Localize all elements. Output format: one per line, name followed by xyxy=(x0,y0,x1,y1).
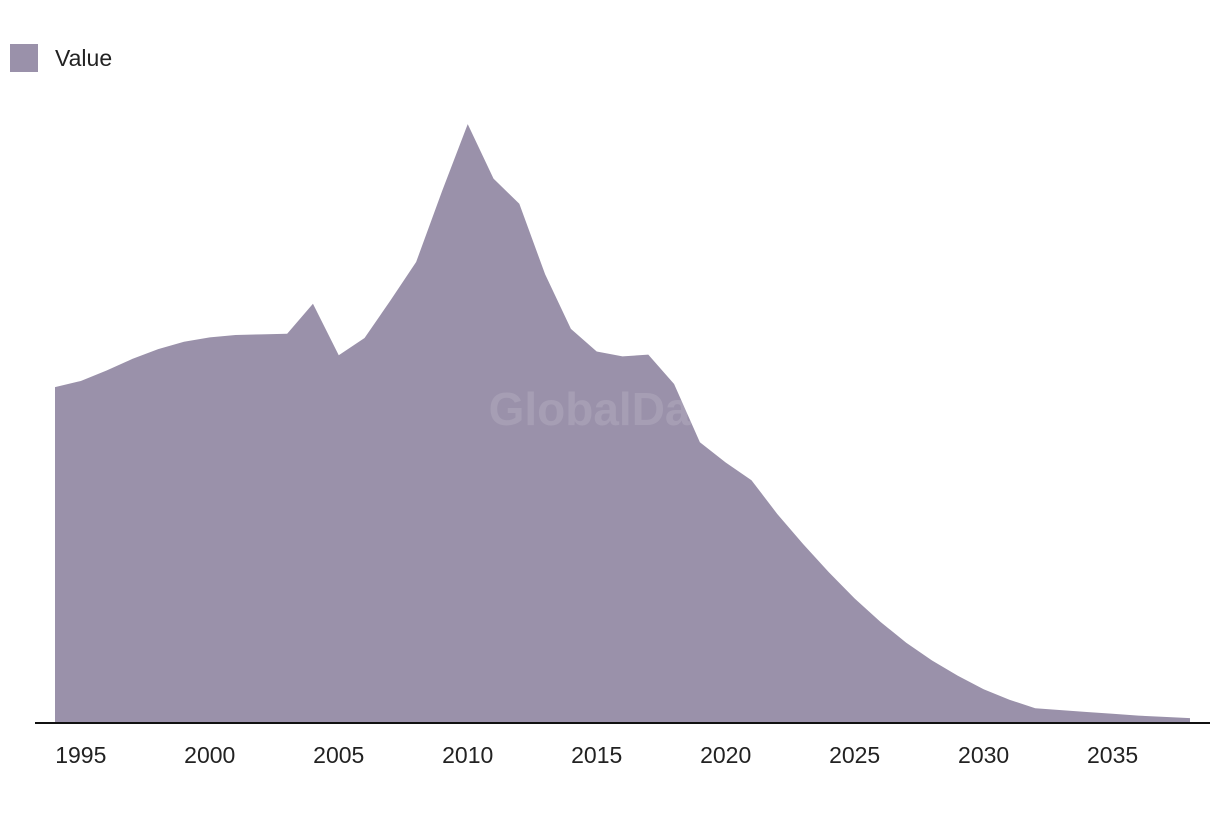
x-tick-label-2015: 2015 xyxy=(571,742,622,768)
x-tick-label-1995: 1995 xyxy=(55,742,106,768)
x-tick-label-2035: 2035 xyxy=(1087,742,1138,768)
x-tick-label-2010: 2010 xyxy=(442,742,493,768)
x-tick-label-2020: 2020 xyxy=(700,742,751,768)
x-tick-label-2025: 2025 xyxy=(829,742,880,768)
legend-label: Value xyxy=(55,44,113,71)
x-tick-label-2000: 2000 xyxy=(184,742,235,768)
x-tick-label-2030: 2030 xyxy=(958,742,1009,768)
series-value-area xyxy=(55,124,1190,724)
legend: Value xyxy=(10,44,112,72)
x-axis-ticks: 1995 2000 2005 2010 2015 2020 2025 2030 2035 xyxy=(55,742,1138,768)
legend-swatch xyxy=(10,44,38,72)
x-tick-label-2005: 2005 xyxy=(313,742,364,768)
watermark: GlobalData xyxy=(489,383,732,435)
area-layer xyxy=(55,124,1190,724)
